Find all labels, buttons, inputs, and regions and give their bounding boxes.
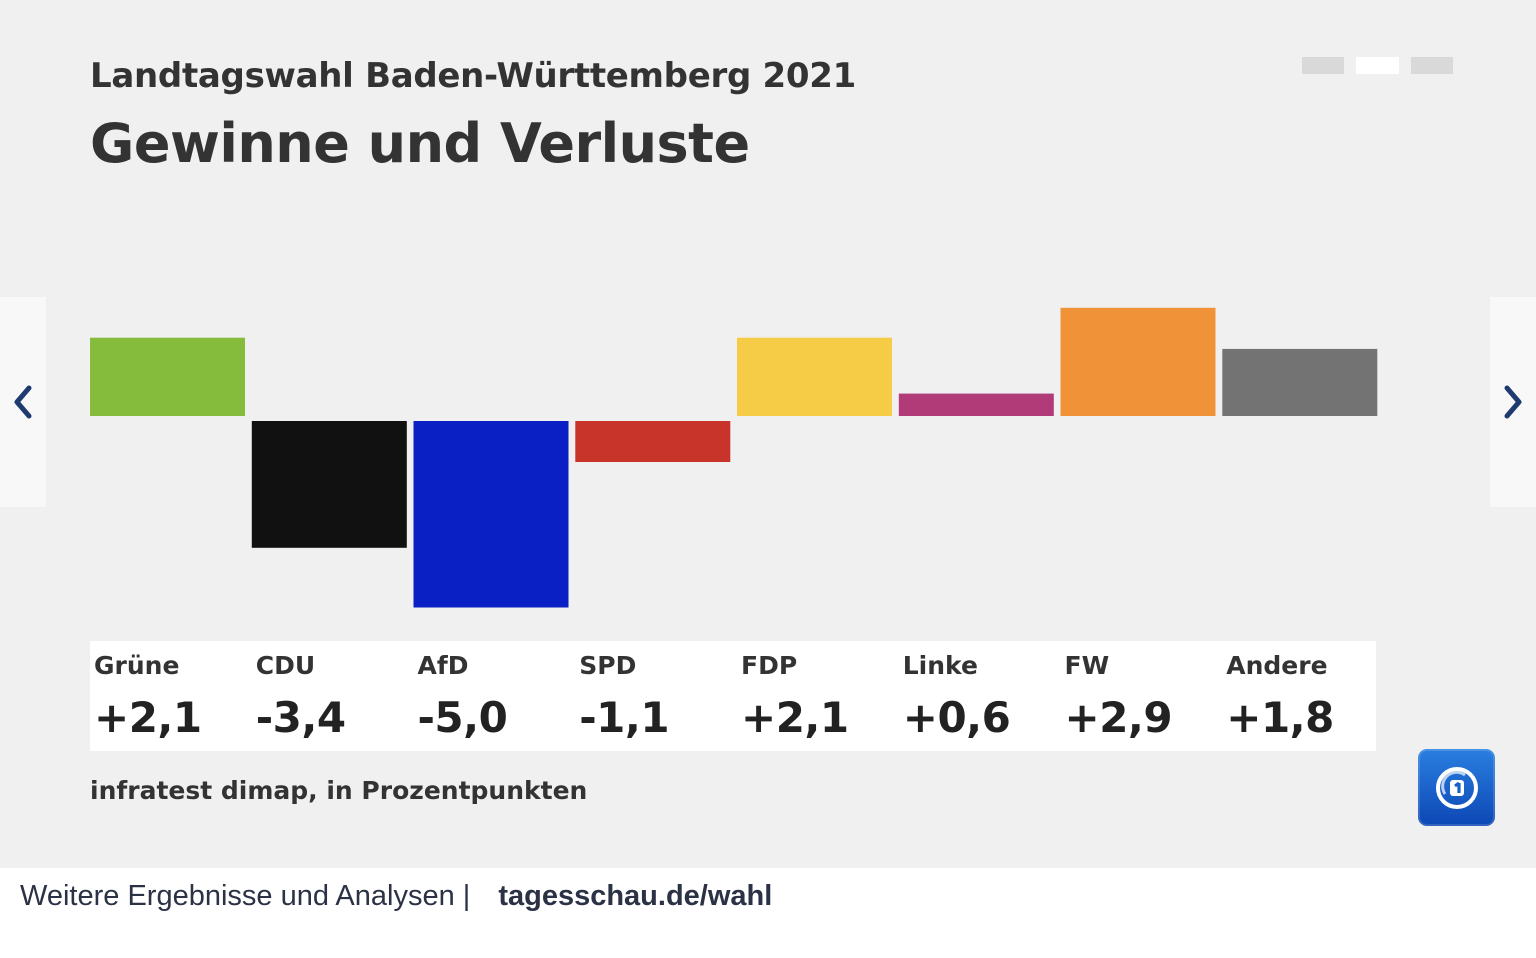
data-label: +2,1 — [94, 693, 202, 742]
data-label: -1,1 — [579, 693, 670, 742]
value-cell: Linke +0,6 — [899, 641, 1059, 751]
data-label: -5,0 — [417, 693, 508, 742]
value-cell: FW +2,9 — [1061, 641, 1221, 751]
value-cell: SPD -1,1 — [575, 641, 735, 751]
category-label: CDU — [255, 651, 316, 680]
bar-linke — [898, 393, 1054, 416]
values-table: Grüne +2,1 CDU -3,4 AfD -5,0 SPD -1,1 FDP +2,1 Lin… — [90, 641, 1376, 751]
category-label: SPD — [579, 651, 637, 680]
category-label: Andere — [1226, 651, 1328, 680]
category-label: FDP — [741, 651, 798, 680]
category-label: AfD — [417, 651, 469, 680]
chart-supertitle: Landtagswahl Baden-Württemberg 2021 — [90, 56, 856, 96]
next-slide-button[interactable] — [1490, 297, 1536, 507]
pager-dot-2-active[interactable] — [1356, 57, 1399, 74]
footer: Weitere Ergebnisse und Analysen | tagessc… — [20, 880, 772, 913]
tagesschau-logo — [1418, 749, 1495, 826]
data-label: +0,6 — [902, 693, 1011, 742]
category-label: FW — [1064, 651, 1110, 680]
bar-fdp — [737, 337, 892, 416]
chart-card: Landtagswahl Baden-Württemberg 2021 Gewi… — [0, 0, 1536, 868]
source-note: infratest dimap, in Prozentpunkten — [90, 776, 588, 805]
bar-fw — [1060, 307, 1216, 416]
bar-chart — [90, 307, 1378, 608]
value-cell: Grüne +2,1 — [90, 641, 250, 751]
value-cell: AfD -5,0 — [414, 641, 574, 751]
chevron-left-icon — [13, 385, 33, 419]
footer-link[interactable]: tagesschau.de/wahl — [498, 880, 773, 912]
data-label: +2,1 — [741, 693, 849, 742]
value-cell: FDP +2,1 — [737, 641, 897, 751]
bar-afd — [413, 421, 569, 608]
data-label: +1,8 — [1226, 693, 1334, 742]
data-label: -3,4 — [255, 693, 346, 742]
pager-dot-1[interactable] — [1302, 57, 1344, 74]
footer-text: Weitere Ergebnisse und Analysen | — [20, 880, 471, 912]
data-label: +2,9 — [1064, 693, 1173, 742]
category-label: Grüne — [94, 651, 180, 680]
chevron-right-icon — [1503, 385, 1523, 419]
value-cell: CDU -3,4 — [252, 641, 412, 751]
chart-title: Gewinne und Verluste — [90, 112, 750, 175]
pager-dot-3[interactable] — [1411, 57, 1453, 74]
bar-andere — [1222, 348, 1378, 416]
bar-cdu — [251, 421, 407, 548]
bar-gr-ne — [90, 337, 245, 416]
bar-spd — [575, 421, 731, 462]
category-label: Linke — [902, 651, 978, 680]
previous-slide-button[interactable] — [0, 297, 46, 507]
value-cell: Andere +1,8 — [1222, 641, 1382, 751]
